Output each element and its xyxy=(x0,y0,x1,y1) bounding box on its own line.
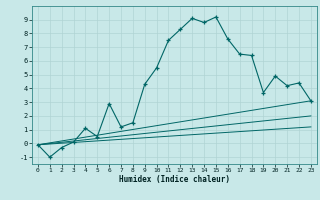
X-axis label: Humidex (Indice chaleur): Humidex (Indice chaleur) xyxy=(119,175,230,184)
